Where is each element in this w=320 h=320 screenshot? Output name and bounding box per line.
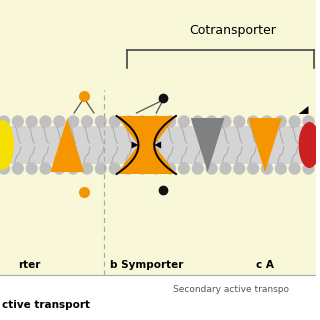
Circle shape <box>261 163 272 174</box>
Circle shape <box>289 116 300 127</box>
Ellipse shape <box>299 122 320 168</box>
Circle shape <box>54 163 65 174</box>
Text: Secondary active transpo: Secondary active transpo <box>173 285 289 294</box>
Polygon shape <box>51 118 84 172</box>
Circle shape <box>275 116 286 127</box>
Circle shape <box>40 116 51 127</box>
Bar <box>0 0 316 275</box>
Circle shape <box>151 116 162 127</box>
Circle shape <box>206 163 217 174</box>
Polygon shape <box>117 116 176 174</box>
Polygon shape <box>191 118 224 172</box>
Circle shape <box>289 163 300 174</box>
Polygon shape <box>132 141 139 148</box>
Circle shape <box>54 116 65 127</box>
Bar <box>0 275 316 320</box>
Circle shape <box>0 163 9 174</box>
Circle shape <box>26 116 37 127</box>
Circle shape <box>151 163 162 174</box>
Circle shape <box>234 116 245 127</box>
Text: c A: c A <box>256 260 274 270</box>
Circle shape <box>137 116 148 127</box>
Polygon shape <box>299 106 308 114</box>
Circle shape <box>123 163 134 174</box>
Circle shape <box>248 163 259 174</box>
Circle shape <box>95 116 106 127</box>
Text: Cotransporter: Cotransporter <box>189 23 276 36</box>
Circle shape <box>40 163 51 174</box>
Circle shape <box>26 163 37 174</box>
Circle shape <box>234 163 245 174</box>
Circle shape <box>206 116 217 127</box>
Circle shape <box>220 163 231 174</box>
Circle shape <box>248 116 259 127</box>
Text: ctive transport: ctive transport <box>2 300 90 310</box>
Ellipse shape <box>0 120 14 170</box>
Circle shape <box>68 163 79 174</box>
Circle shape <box>164 163 175 174</box>
Circle shape <box>303 163 314 174</box>
Circle shape <box>82 116 92 127</box>
Circle shape <box>192 116 203 127</box>
Circle shape <box>220 116 231 127</box>
Bar <box>0 126 316 164</box>
Circle shape <box>192 163 203 174</box>
Circle shape <box>68 116 79 127</box>
Polygon shape <box>248 118 282 172</box>
Circle shape <box>12 163 23 174</box>
Circle shape <box>179 116 189 127</box>
Circle shape <box>275 163 286 174</box>
Circle shape <box>109 116 120 127</box>
Circle shape <box>261 116 272 127</box>
Circle shape <box>303 116 314 127</box>
Circle shape <box>0 116 9 127</box>
Polygon shape <box>154 141 161 148</box>
Circle shape <box>137 163 148 174</box>
Circle shape <box>12 116 23 127</box>
Circle shape <box>95 163 106 174</box>
Circle shape <box>82 163 92 174</box>
Circle shape <box>179 163 189 174</box>
Text: rter: rter <box>19 260 41 270</box>
Circle shape <box>164 116 175 127</box>
Circle shape <box>109 163 120 174</box>
Text: b Symporter: b Symporter <box>110 260 183 270</box>
Circle shape <box>123 116 134 127</box>
